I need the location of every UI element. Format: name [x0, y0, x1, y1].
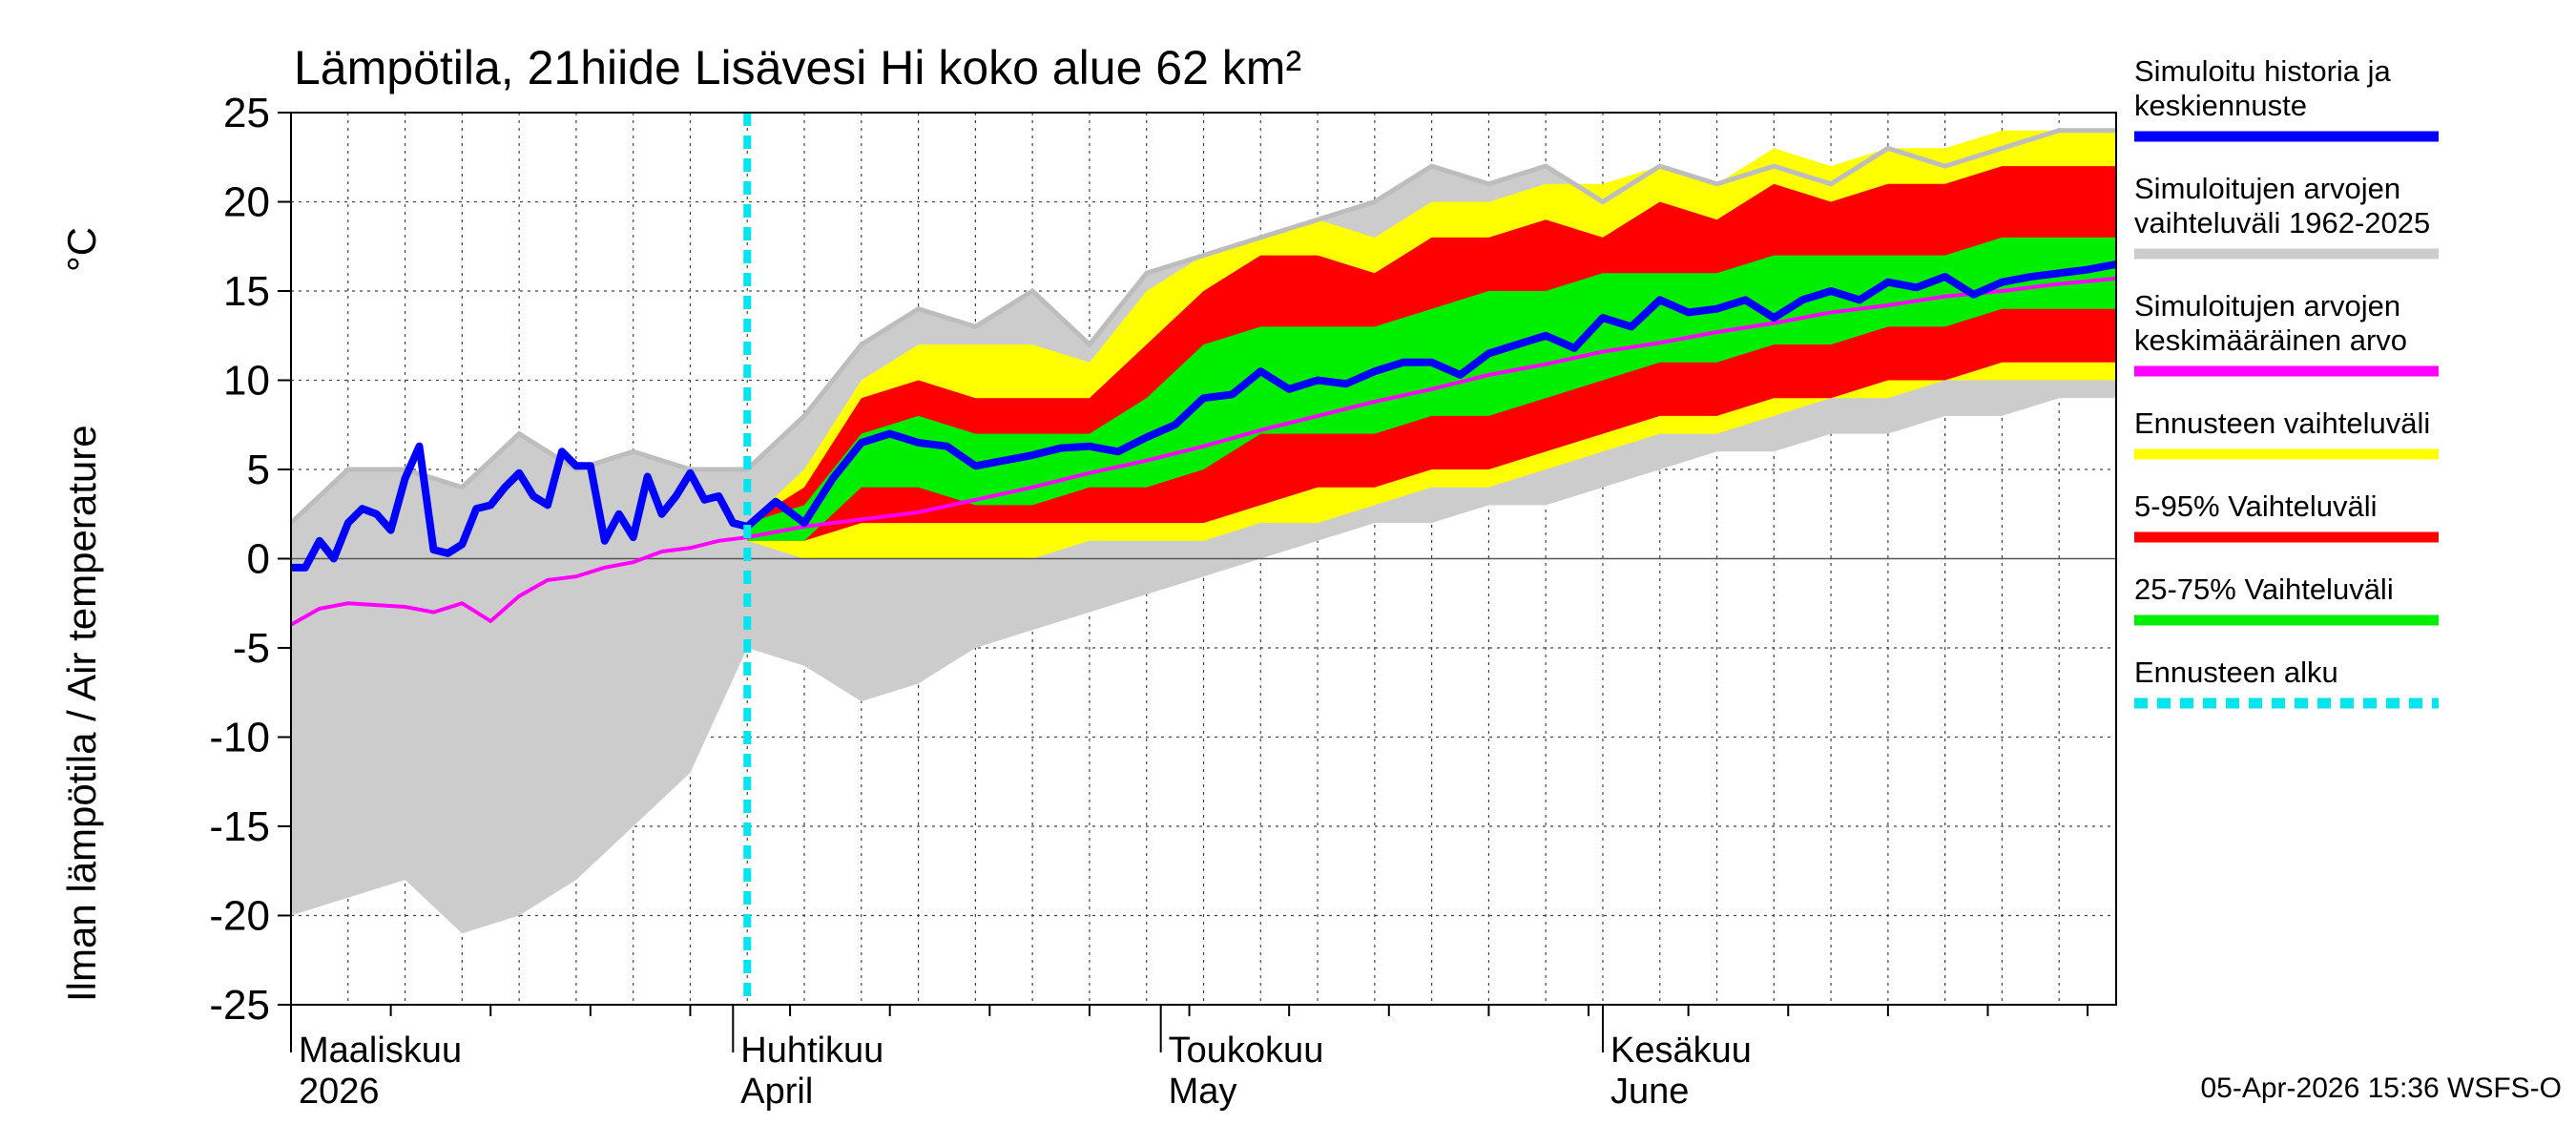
- month-label-fi: Toukokuu: [1169, 1030, 1324, 1071]
- legend-label: keskimääräinen arvo: [2134, 323, 2407, 357]
- y-tick-label: -15: [209, 803, 270, 850]
- lines: [289, 113, 2117, 1005]
- y-tick-label: 25: [223, 90, 270, 136]
- y-tick-label: 15: [223, 268, 270, 315]
- legend-label: 25-75% Vaihteluväli: [2134, 572, 2394, 606]
- history-max-line: [289, 128, 2116, 525]
- y-tick-label: 0: [247, 536, 270, 583]
- y-tick-label: -20: [209, 893, 270, 940]
- y-tick-label: -25: [209, 982, 270, 1029]
- month-label-en: May: [1169, 1072, 1237, 1112]
- legend-label: vaihteluväli 1962-2025: [2134, 206, 2430, 239]
- legend-label: Ennusteen alku: [2134, 656, 2338, 689]
- legend-label: Ennusteen vaihteluväli: [2134, 406, 2430, 440]
- month-label-en: April: [740, 1072, 813, 1112]
- median-line: [291, 260, 2117, 572]
- mean-line: [290, 276, 2117, 627]
- month-label-en: June: [1610, 1072, 1689, 1112]
- legend-label: keskiennuste: [2134, 89, 2307, 122]
- chart-title: Lämpötila, 21hiide Lisävesi Hi koko alue…: [294, 41, 1301, 94]
- y-tick-label: 20: [223, 179, 270, 226]
- timestamp-footer: 05-Apr-2026 15:36 WSFS-O: [2200, 1072, 2562, 1104]
- legend-label: Simuloitujen arvojen: [2134, 172, 2400, 205]
- legend-label: Simuloitujen arvojen: [2134, 289, 2400, 323]
- y-tick-label: -10: [209, 715, 270, 761]
- month-label-en: 2026: [299, 1072, 380, 1112]
- y-tick-label: 5: [247, 447, 270, 493]
- legend-label: 5-95% Vaihteluväli: [2134, 489, 2377, 523]
- y-tick-label: 10: [223, 358, 270, 405]
- y-axis-unit: °C: [59, 227, 104, 272]
- month-label-fi: Maaliskuu: [299, 1030, 462, 1071]
- month-label-fi: Huhtikuu: [740, 1030, 883, 1071]
- y-axis-label: Ilman lämpötila / Air temperature: [59, 425, 104, 1002]
- month-label-fi: Kesäkuu: [1610, 1030, 1752, 1071]
- legend-label: Simuloitu historia ja: [2134, 54, 2392, 88]
- y-tick-label: -5: [233, 625, 270, 672]
